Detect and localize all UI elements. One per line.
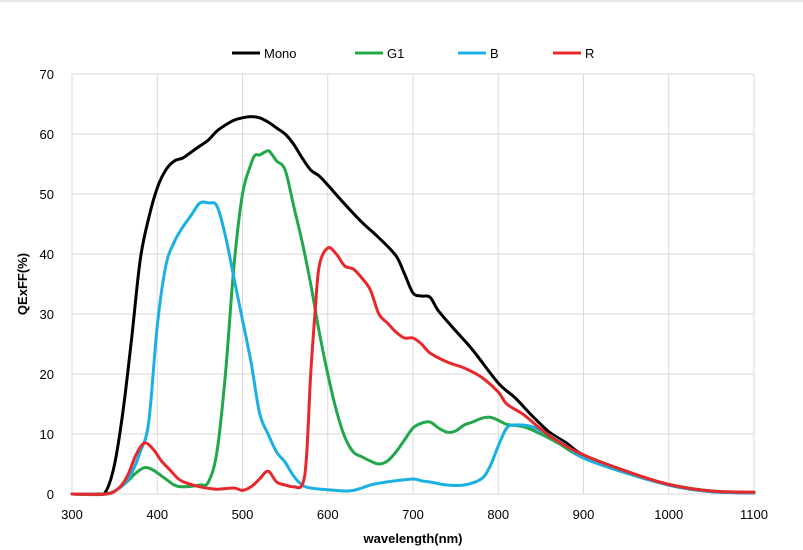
legend: Mono G1 B R <box>232 46 594 61</box>
series-line-g1 <box>70 149 756 497</box>
series-line-b <box>70 200 756 496</box>
legend-label-b: B <box>490 46 499 61</box>
x-tick-label-8: 1100 <box>740 507 768 522</box>
x-tick-label-1: 400 <box>146 507 168 522</box>
x-tick-label-4: 700 <box>402 507 424 522</box>
legend-label-mono: Mono <box>264 46 297 61</box>
x-axis-title: wavelength(nm) <box>363 531 463 546</box>
x-tick-label-6: 900 <box>573 507 595 522</box>
legend-label-g1: G1 <box>387 46 404 61</box>
x-tick-label-2: 500 <box>232 507 254 522</box>
legend-label-r: R <box>585 46 594 61</box>
y-tick-label-7: 70 <box>40 67 54 82</box>
y-axis-title: QExFF(%) <box>15 253 30 315</box>
x-tick-label-7: 1000 <box>654 507 683 522</box>
y-tick-label-3: 30 <box>40 307 54 322</box>
y-tick-label-2: 20 <box>40 367 54 382</box>
y-tick-label-6: 60 <box>40 127 54 142</box>
tick-labels: 300 400 500 600 700 800 900 1000 1100 0 10 20 30 40 50… <box>40 67 768 522</box>
y-tick-label-4: 40 <box>40 247 54 262</box>
grid <box>71 73 755 495</box>
y-tick-label-0: 0 <box>47 487 54 502</box>
series-line-r <box>70 246 756 496</box>
series-line-mono <box>70 115 756 496</box>
y-tick-label-1: 10 <box>40 427 54 442</box>
series-layer <box>70 115 756 497</box>
y-tick-label-5: 50 <box>40 187 54 202</box>
x-tick-label-3: 600 <box>317 507 339 522</box>
x-tick-label-5: 800 <box>487 507 509 522</box>
x-tick-label-0: 300 <box>61 507 83 522</box>
